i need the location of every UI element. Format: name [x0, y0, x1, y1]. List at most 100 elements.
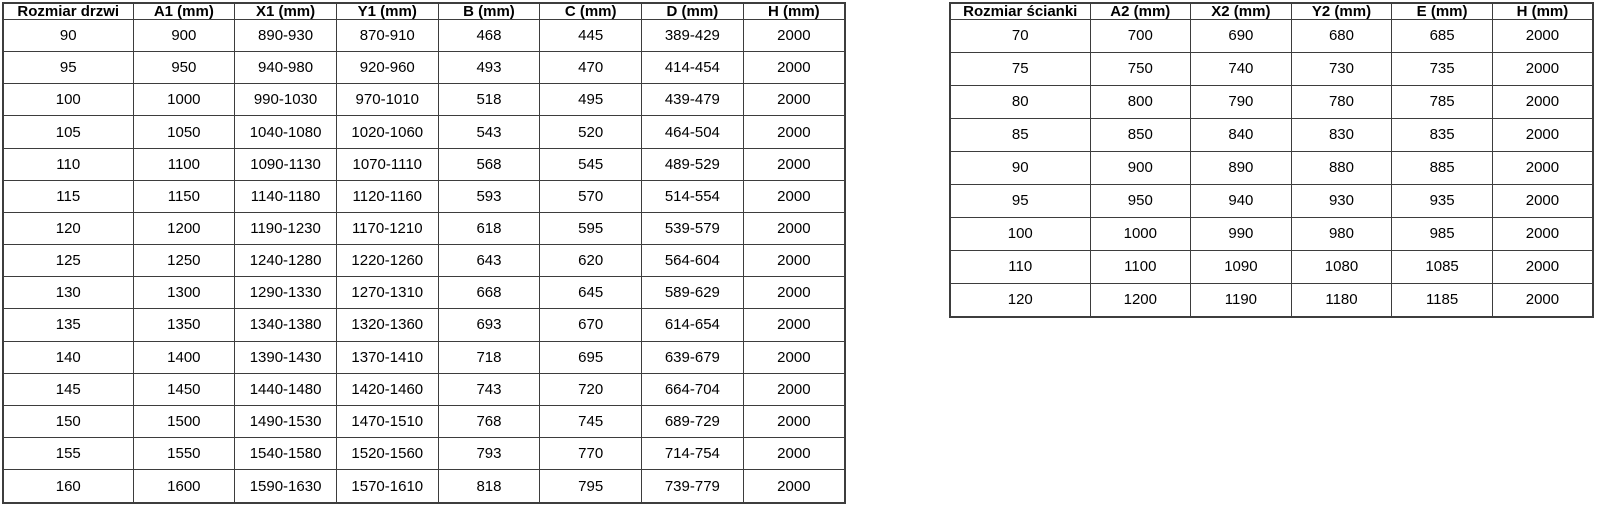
- table-cell: 1085: [1391, 249, 1493, 284]
- table-cell: 740: [1190, 51, 1292, 86]
- table-cell: 2000: [742, 340, 846, 374]
- table-row: 145 1450 1440-1480 1420-1460 743 720 664-704 20…: [2, 372, 846, 406]
- table-cell: 2000: [1491, 117, 1594, 152]
- table-cell: 980: [1290, 216, 1393, 251]
- table-cell: 1600: [132, 469, 236, 504]
- table-cell: 2000: [742, 211, 846, 246]
- table-row: 95 950 940-980 920-960 493 470 414-454 2000: [2, 51, 846, 85]
- table-cell: 595: [539, 211, 643, 246]
- table-cell: 1540-1580: [234, 437, 337, 471]
- table-cell: 2000: [742, 147, 846, 181]
- table-cell: 793: [437, 437, 541, 471]
- table-row: 105 1050 1040-1080 1020-1060 543 520 464-504 20…: [2, 115, 846, 149]
- table-cell: 900: [132, 18, 236, 53]
- column-header: H (mm): [742, 2, 846, 20]
- table-cell: 125: [2, 244, 134, 278]
- table-cell: 543: [437, 115, 541, 149]
- column-header: H (mm): [1491, 2, 1594, 20]
- table-cell: 680: [1290, 19, 1393, 53]
- table-cell: 795: [539, 469, 643, 504]
- table-cell: 885: [1391, 150, 1493, 185]
- table-cell: 445: [539, 18, 643, 53]
- wall-panel-sizes-table: Rozmiar ścianki A2 (mm) X2 (mm) Y2 (mm) E (m…: [949, 2, 1594, 318]
- table-cell: 1050: [132, 115, 236, 149]
- table-cell: 2000: [1491, 19, 1594, 53]
- table-row: 75 750 740 730 735 2000: [949, 51, 1594, 86]
- table-cell: 1490-1530: [234, 404, 337, 439]
- table-cell: 693: [437, 308, 541, 342]
- table-cell: 920-960: [335, 51, 439, 85]
- table-cell: 2000: [742, 244, 846, 278]
- header-row: Rozmiar ścianki A2 (mm) X2 (mm) Y2 (mm) E (m…: [949, 2, 1594, 20]
- table-cell: 2000: [1491, 51, 1594, 86]
- table-cell: 2000: [742, 469, 846, 504]
- table-cell: 718: [437, 340, 541, 374]
- table-cell: 145: [2, 372, 134, 406]
- table-cell: 935: [1391, 183, 1493, 218]
- table-cell: 643: [437, 244, 541, 278]
- table-cell: 940: [1190, 183, 1292, 218]
- table-cell: 1400: [132, 340, 236, 374]
- table-cell: 1440-1480: [234, 372, 337, 406]
- table-cell: 2000: [742, 83, 846, 117]
- table-cell: 1550: [132, 437, 236, 471]
- table-cell: 1000: [132, 83, 236, 117]
- table-cell: 568: [437, 147, 541, 181]
- table-cell: 614-654: [641, 308, 744, 342]
- table-row: 85 850 840 830 835 2000: [949, 117, 1594, 152]
- table-cell: 389-429: [641, 18, 744, 53]
- table-cell: 1090-1130: [234, 147, 337, 181]
- table-cell: 739-779: [641, 469, 744, 504]
- column-header: Rozmiar drzwi: [2, 2, 134, 20]
- table-cell: 730: [1290, 51, 1393, 86]
- table-cell: 2000: [1491, 150, 1594, 185]
- table-cell: 990-1030: [234, 83, 337, 117]
- table-cell: 850: [1089, 117, 1192, 152]
- table-cell: 105: [2, 115, 134, 149]
- table-cell: 990: [1190, 216, 1292, 251]
- table-row: 130 1300 1290-1330 1270-1310 668 645 589-629 20…: [2, 276, 846, 310]
- table-cell: 735: [1391, 51, 1493, 86]
- table-cell: 695: [539, 340, 643, 374]
- table-cell: 1500: [132, 404, 236, 439]
- table-cell: 150: [2, 404, 134, 439]
- table-cell: 950: [132, 51, 236, 85]
- table-cell: 880: [1290, 150, 1393, 185]
- table-cell: 2000: [742, 51, 846, 85]
- table-row: 90 900 890 880 885 2000: [949, 150, 1594, 185]
- table-cell: 593: [437, 179, 541, 213]
- table-cell: 618: [437, 211, 541, 246]
- table-cell: 639-679: [641, 340, 744, 374]
- table-cell: 790: [1190, 84, 1292, 119]
- table-cell: 700: [1089, 19, 1192, 53]
- table-cell: 75: [949, 51, 1091, 86]
- table-cell: 689-729: [641, 404, 744, 439]
- table-cell: 100: [949, 216, 1091, 251]
- table-cell: 1340-1380: [234, 308, 337, 342]
- table-cell: 970-1010: [335, 83, 439, 117]
- table-cell: 770: [539, 437, 643, 471]
- column-header: C (mm): [539, 2, 643, 20]
- column-header: E (mm): [1391, 2, 1493, 20]
- table-cell: 140: [2, 340, 134, 374]
- table-row: 155 1550 1540-1580 1520-1560 793 770 714-754 20…: [2, 437, 846, 471]
- table-cell: 1000: [1089, 216, 1192, 251]
- table-cell: 930: [1290, 183, 1393, 218]
- table-cell: 80: [949, 84, 1091, 119]
- table-cell: 1350: [132, 308, 236, 342]
- table-cell: 870-910: [335, 18, 439, 53]
- table-cell: 685: [1391, 19, 1493, 53]
- table-cell: 1320-1360: [335, 308, 439, 342]
- table-row: 100 1000 990 980 985 2000: [949, 216, 1594, 251]
- table-cell: 2000: [742, 372, 846, 406]
- table-cell: 115: [2, 179, 134, 213]
- table-cell: 1190: [1190, 282, 1292, 318]
- table-cell: 1040-1080: [234, 115, 337, 149]
- table-cell: 840: [1190, 117, 1292, 152]
- table-cell: 1370-1410: [335, 340, 439, 374]
- table-cell: 1170-1210: [335, 211, 439, 246]
- table-cell: 2000: [742, 179, 846, 213]
- table-cell: 1390-1430: [234, 340, 337, 374]
- table-row: 80 800 790 780 785 2000: [949, 84, 1594, 119]
- table-cell: 2000: [1491, 84, 1594, 119]
